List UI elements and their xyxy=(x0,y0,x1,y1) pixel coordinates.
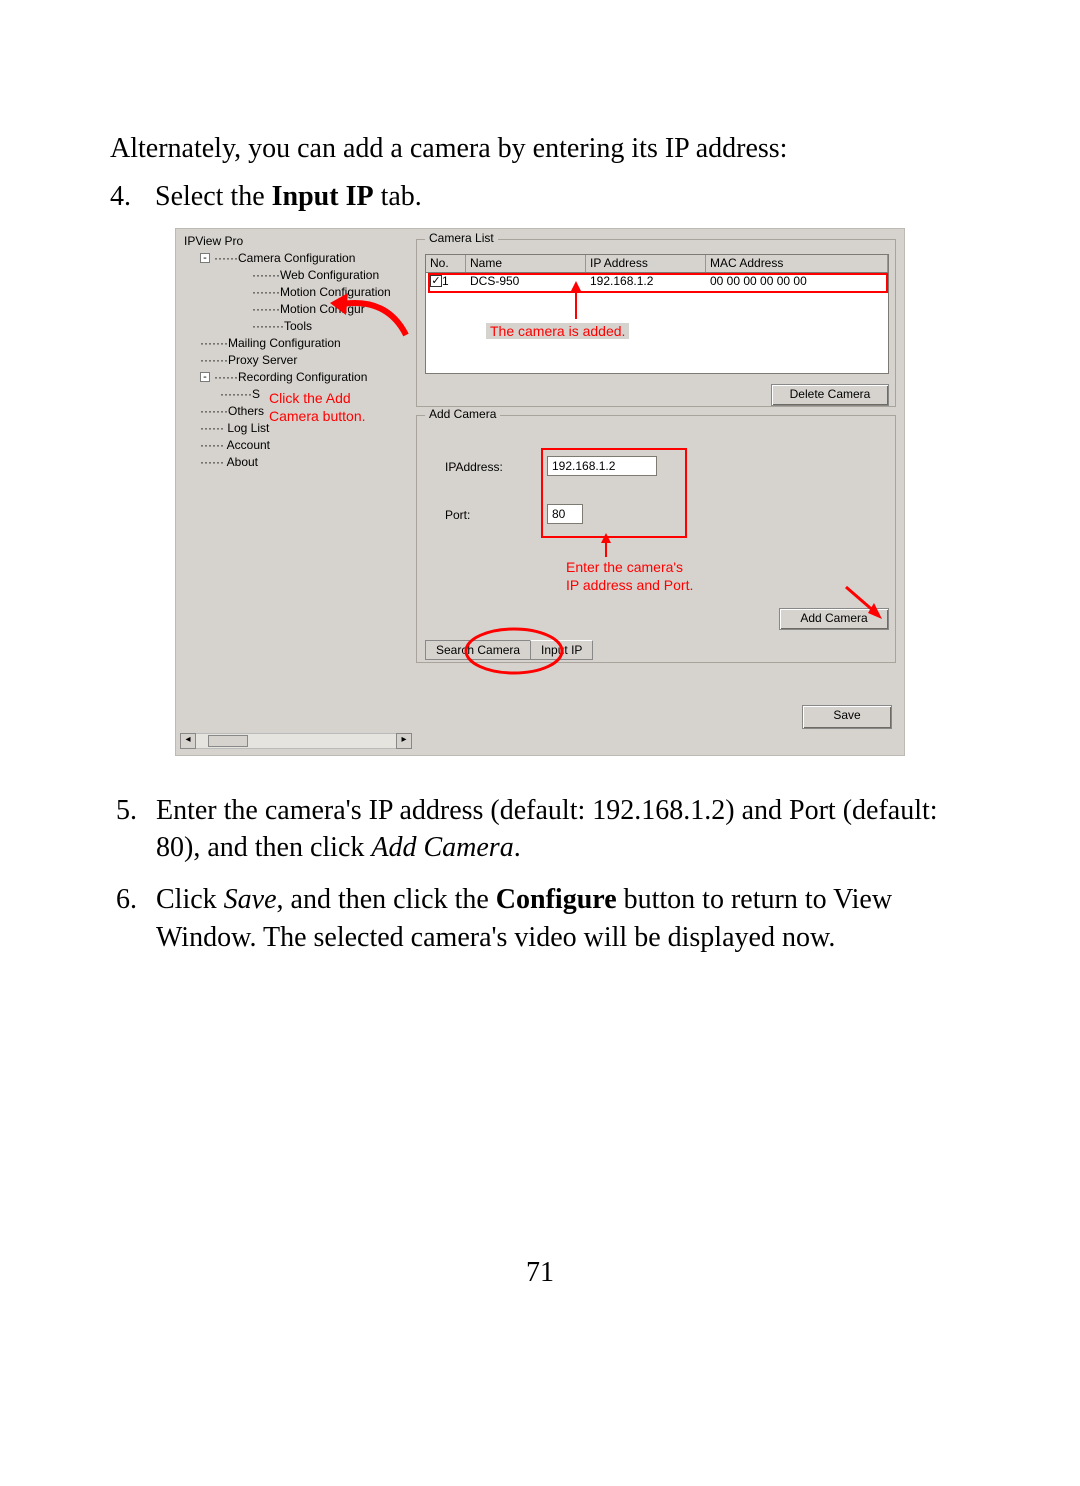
tree-item[interactable]: ·······Motion Configur xyxy=(182,301,412,318)
tree-panel: IPView Pro -······Camera Configuration ·… xyxy=(180,233,412,728)
step5-num: 5. xyxy=(110,792,156,868)
tree-item[interactable]: ······ Log List xyxy=(182,420,412,437)
cell-ip: 192.168.1.2 xyxy=(586,273,706,291)
after-text: 5. Enter the camera's IP address (defaul… xyxy=(110,792,970,957)
scroll-left-icon[interactable]: ◂ xyxy=(180,733,196,749)
intro-text: Alternately, you can add a camera by ent… xyxy=(110,130,970,168)
tree-item[interactable]: ·······Web Configuration xyxy=(182,267,412,284)
col-name[interactable]: Name xyxy=(466,255,586,272)
cell-no: ✓1 xyxy=(426,273,466,291)
step5-text: Enter the camera's IP address (default: … xyxy=(156,792,970,868)
add-camera-button[interactable]: Add Camera xyxy=(779,608,889,630)
step4-c: tab. xyxy=(374,181,422,212)
port-input[interactable] xyxy=(547,504,583,524)
ip-label: IPAddress: xyxy=(445,460,503,474)
port-label: Port: xyxy=(445,508,470,522)
tree-item[interactable]: ·······Others xyxy=(182,403,412,420)
tabs: Search Camera Input IP xyxy=(425,640,592,660)
collapse-icon[interactable]: - xyxy=(200,253,210,263)
camera-table: No. Name IP Address MAC Address ✓1 DCS-9… xyxy=(425,254,889,374)
cell-name: DCS-950 xyxy=(466,273,586,291)
delete-camera-button[interactable]: Delete Camera xyxy=(771,384,889,406)
tab-input-ip[interactable]: Input IP xyxy=(530,640,593,660)
tree-root[interactable]: IPView Pro xyxy=(182,233,412,250)
tree-item[interactable]: -······Camera Configuration xyxy=(182,250,412,267)
camera-list-group: Camera List No. Name IP Address MAC Addr… xyxy=(416,239,896,407)
table-header: No. Name IP Address MAC Address xyxy=(426,255,888,273)
tree-item[interactable]: ·······Motion Configuration xyxy=(182,284,412,301)
save-button[interactable]: Save xyxy=(802,705,892,729)
tree-hscroll[interactable]: ◂ ▸ xyxy=(180,733,412,749)
tree-item[interactable]: ········Tools xyxy=(182,318,412,335)
camera-list-title: Camera List xyxy=(425,231,498,245)
screenshot: IPView Pro -······Camera Configuration ·… xyxy=(175,228,905,756)
col-mac[interactable]: MAC Address xyxy=(706,255,888,272)
right-panel: Camera List No. Name IP Address MAC Addr… xyxy=(416,231,900,751)
ip-input[interactable] xyxy=(547,456,657,476)
col-no[interactable]: No. xyxy=(426,255,466,272)
tree-item[interactable]: ·······Proxy Server xyxy=(182,352,412,369)
check-icon[interactable]: ✓ xyxy=(430,275,442,287)
tree-item[interactable]: ·······Mailing Configuration xyxy=(182,335,412,352)
col-ip[interactable]: IP Address xyxy=(586,255,706,272)
scroll-right-icon[interactable]: ▸ xyxy=(396,733,412,749)
add-camera-group: Add Camera IPAddress: Port: Add Camera S… xyxy=(416,415,896,663)
table-row[interactable]: ✓1 DCS-950 192.168.1.2 00 00 00 00 00 00 xyxy=(426,273,888,291)
tree-item[interactable]: ······ Account xyxy=(182,437,412,454)
step4-a: Select the xyxy=(155,181,272,212)
collapse-icon[interactable]: - xyxy=(200,372,210,382)
step6-num: 6. xyxy=(110,881,156,957)
cell-mac: 00 00 00 00 00 00 xyxy=(706,273,888,291)
tree-item[interactable]: -······Recording Configuration xyxy=(182,369,412,386)
tree-item[interactable]: ········S xyxy=(182,386,412,403)
step6-text: Click Save, and then click the Configure… xyxy=(156,881,970,957)
step4-b: Input IP xyxy=(272,181,374,212)
add-camera-title: Add Camera xyxy=(425,407,500,421)
tab-search-camera[interactable]: Search Camera xyxy=(425,640,531,660)
step4-num: 4. xyxy=(110,178,148,216)
page-number: 71 xyxy=(110,1257,970,1289)
tree-item[interactable]: ······ About xyxy=(182,454,412,471)
step-4: 4. Select the Input IP tab. xyxy=(110,178,970,216)
scroll-thumb[interactable] xyxy=(208,735,248,747)
